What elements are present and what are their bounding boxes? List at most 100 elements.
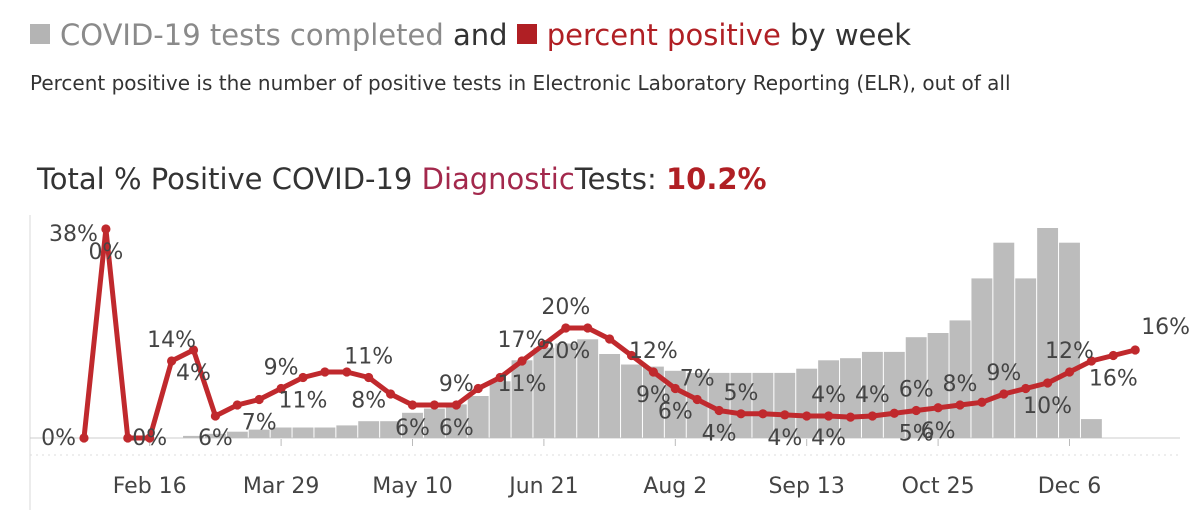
- data-label-18: 20%: [541, 339, 590, 364]
- percent-positive-point-13: [364, 372, 374, 383]
- data-label-22: 6%: [658, 400, 693, 425]
- percent-positive-point-15: [407, 400, 418, 410]
- header-suffix: by week: [790, 18, 912, 52]
- bar-tests-week-5: [183, 435, 204, 438]
- x-tick-label-0: Feb 16: [113, 474, 187, 499]
- percent-positive-point-40: [955, 400, 965, 410]
- percent-positive-point-1: [101, 224, 111, 234]
- percent-positive-point-30: [736, 409, 746, 419]
- percent-positive-point-2: [123, 433, 133, 443]
- bar-tests-week-23: [577, 339, 599, 438]
- subtitle: Percent positive is the number of positi…: [30, 71, 1011, 95]
- percent-positive-point-25: [626, 350, 637, 361]
- data-label-23: 4%: [702, 422, 737, 447]
- data-label-7: 7%: [242, 411, 277, 436]
- percent-positive-point-3: [145, 433, 155, 443]
- data-label-15: 17%: [498, 328, 547, 353]
- data-label-16: 11%: [498, 372, 547, 397]
- data-label-14: 6%: [439, 416, 474, 441]
- bar-tests-week-46: [1080, 419, 1102, 438]
- percent-positive-point-10: [298, 372, 308, 383]
- total-percent-positive: 10.2%: [666, 162, 767, 196]
- data-label-25: 4%: [767, 426, 802, 451]
- percent-positive-point-33: [802, 411, 812, 421]
- data-label-26: 4%: [811, 383, 846, 408]
- legend-positive-label: percent positive: [546, 18, 781, 52]
- bar-tests-week-45: [1059, 242, 1080, 438]
- percent-positive-point-44: [1043, 378, 1053, 388]
- data-label-37: 16%: [1089, 367, 1138, 392]
- data-label-34: 12%: [1045, 339, 1094, 364]
- percent-positive-point-43: [1021, 383, 1031, 394]
- bar-tests-week-39: [927, 333, 949, 438]
- x-tick-label-7: Dec 6: [1038, 474, 1102, 499]
- bar-tests-week-14: [380, 421, 402, 438]
- data-label-21: 7%: [680, 367, 715, 392]
- data-label-28: 4%: [855, 383, 890, 408]
- percent-positive-point-20: [517, 356, 527, 366]
- bar-tests-week-28: [686, 372, 708, 438]
- percent-positive-point-46: [1086, 356, 1096, 366]
- percent-positive-point-48: [1130, 345, 1140, 355]
- data-label-36: 16%: [1141, 315, 1190, 340]
- percent-positive-point-16: [429, 400, 439, 410]
- percent-positive-point-6: [210, 411, 220, 421]
- bar-tests-week-40: [949, 320, 971, 438]
- bar-tests-week-9: [270, 427, 292, 438]
- x-tick-label-3: Jun 21: [507, 474, 578, 499]
- percent-positive-point-41: [977, 397, 987, 407]
- data-label-1: 38%: [49, 222, 98, 247]
- percent-positive-point-37: [889, 408, 899, 418]
- percent-positive-point-22: [561, 323, 571, 333]
- bar-tests-week-11: [314, 427, 336, 438]
- data-label-4: 14%: [147, 328, 196, 353]
- data-label-30: 6%: [899, 378, 934, 403]
- x-tick-label-6: Oct 25: [902, 474, 975, 499]
- bar-tests-week-8: [248, 429, 270, 438]
- bar-tests-week-32: [774, 372, 796, 438]
- percent-positive-point-14: [386, 389, 396, 399]
- bar-tests-week-24: [599, 354, 621, 438]
- header-title: COVID-19 tests completed and percent pos…: [30, 18, 911, 52]
- bar-tests-week-15: [402, 412, 423, 438]
- percent-positive-point-32: [780, 410, 790, 420]
- data-label-8: 9%: [264, 356, 299, 381]
- percent-positive-point-35: [845, 412, 856, 422]
- bar-tests-week-30: [730, 372, 752, 438]
- chart-title-suffix: Tests:: [574, 162, 657, 196]
- chart-title: Total % Positive COVID-19 DiagnosticTest…: [37, 162, 767, 196]
- data-label-29: 5%: [899, 422, 934, 447]
- data-label-17: 20%: [541, 295, 590, 320]
- bar-tests-week-17: [445, 404, 467, 438]
- percent-positive-point-19: [495, 372, 505, 383]
- data-label-33: 9%: [986, 361, 1021, 386]
- percent-positive-point-26: [648, 367, 659, 377]
- data-label-27: 4%: [811, 426, 846, 451]
- data-label-0: 0%: [41, 426, 76, 451]
- data-label-2: 0%: [88, 240, 123, 265]
- data-label-5: 4%: [176, 361, 211, 386]
- data-label-11: 8%: [351, 389, 386, 414]
- bar-tests-week-16: [423, 408, 445, 438]
- percent-positive-point-24: [605, 334, 615, 344]
- bar-tests-week-33: [796, 368, 818, 438]
- percent-positive-point-23: [583, 323, 593, 333]
- data-label-10: 11%: [344, 345, 393, 370]
- data-label-6: 6%: [198, 426, 233, 451]
- legend-positive-swatch: [516, 24, 537, 44]
- percent-positive-point-11: [320, 367, 330, 377]
- data-label-35: 10%: [1023, 394, 1072, 419]
- bar-tests-week-10: [292, 427, 314, 438]
- percent-positive-point-8: [254, 394, 264, 405]
- percent-positive-point-0: [79, 433, 89, 443]
- data-label-3: 0%: [132, 426, 167, 451]
- x-tick-label-1: Mar 29: [243, 474, 320, 499]
- bar-tests-week-37: [883, 351, 905, 438]
- data-label-9: 11%: [279, 389, 328, 414]
- percent-positive-point-9: [276, 383, 286, 394]
- data-label-19: 12%: [629, 339, 678, 364]
- data-label-24: 5%: [724, 381, 759, 406]
- percent-positive-point-42: [999, 389, 1009, 399]
